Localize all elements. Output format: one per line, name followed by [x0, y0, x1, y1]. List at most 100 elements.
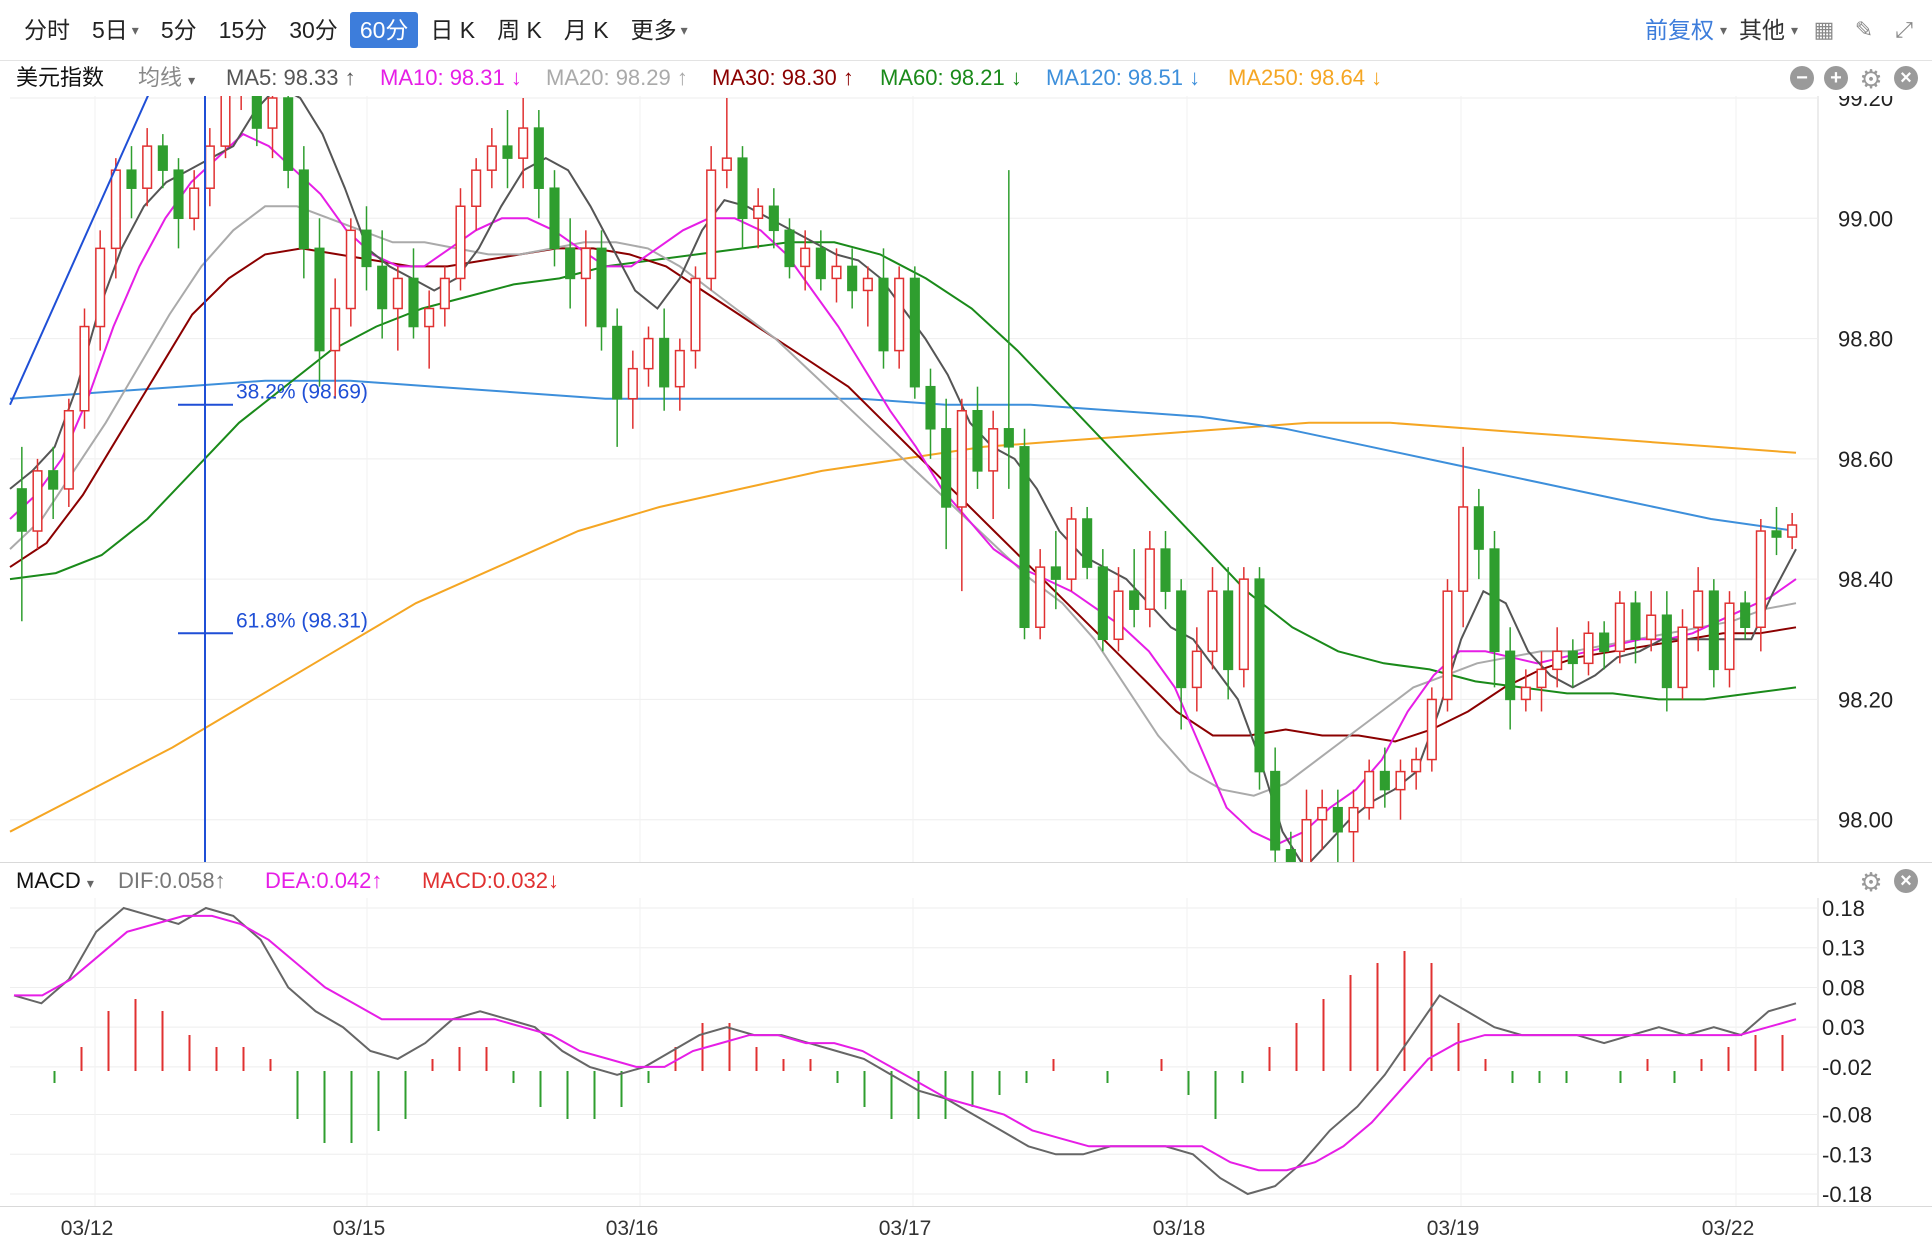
candle-body	[424, 307, 435, 328]
indicator-dropdown[interactable]: MACD ▾	[16, 863, 94, 901]
tab-label: 60分	[359, 17, 409, 43]
candle-body	[1411, 758, 1422, 773]
chevron-down-icon: ▾	[1790, 22, 1798, 38]
candle-body	[1583, 632, 1594, 665]
y-tick-label: 98.60	[1838, 447, 1893, 472]
chevron-down-icon: ▾	[86, 875, 94, 891]
candle-body	[988, 428, 999, 472]
candle-body	[1285, 849, 1296, 862]
candle-body	[596, 247, 607, 328]
candle-body	[1661, 614, 1672, 689]
candle-body	[862, 277, 873, 292]
macd-chart[interactable]: 0.18 0.13 0.08 0.03 -0.02 -0.08 -0.13 -0.18	[0, 898, 1932, 1206]
y-tick-label: -0.13	[1822, 1142, 1872, 1167]
trend-line	[9, 96, 149, 406]
candle-body	[1505, 650, 1516, 701]
candle-body	[1050, 566, 1061, 580]
x-axis: 03/12 03/15 03/16 03/17 03/18 03/19 03/22	[0, 1206, 1932, 1253]
candle-body	[1520, 686, 1531, 701]
candle-body	[1035, 566, 1046, 629]
tab-period[interactable]: 5分	[151, 12, 207, 48]
gear-icon[interactable]: ⚙	[1859, 867, 1883, 897]
tab-period[interactable]: 60分	[349, 12, 419, 48]
candlestick-chart[interactable]: 99.2099.0098.8098.6098.4098.2098.0097.80…	[0, 96, 1932, 862]
dif-value: DIF:0.058↑	[118, 868, 226, 893]
candle-body	[1066, 518, 1077, 580]
candle-body	[612, 325, 623, 400]
candle-body	[784, 229, 795, 268]
close-icon[interactable]: ×	[1894, 66, 1918, 90]
candle-body	[706, 169, 717, 280]
candle-body	[502, 145, 513, 159]
macd-legend-bar: MACD ▾ DIF:0.058↑ DEA:0.042↑ MACD:0.032↓…	[0, 862, 1932, 900]
tab-period[interactable]: 5日 ▾	[82, 12, 149, 48]
candle-body	[627, 367, 638, 400]
tab-label: 日 K	[430, 17, 476, 43]
macd-background	[0, 898, 1932, 1206]
ma-legend-item: MA250: 98.64 ↓	[1228, 65, 1383, 90]
candle-body	[909, 277, 920, 388]
candle-body	[549, 187, 560, 250]
candle-body	[1489, 548, 1500, 653]
y-tick-label: 99.20	[1838, 96, 1893, 111]
dif-line	[13, 906, 1797, 1196]
candle-body	[173, 169, 184, 220]
candle-body	[925, 385, 936, 430]
tab-period[interactable]: 更多 ▾	[621, 12, 698, 48]
chevron-down-icon: ▾	[680, 22, 688, 38]
candle-body	[753, 205, 764, 220]
candle-body	[1693, 590, 1704, 629]
chevron-down-icon: ▾	[131, 22, 139, 38]
candle-body	[674, 349, 685, 388]
y-tick-label: 98.80	[1838, 327, 1893, 352]
x-tick-label: 03/18	[1152, 1217, 1206, 1240]
tab-period[interactable]: 月 K	[554, 12, 619, 48]
ma-legend-item: MA10: 98.31 ↓	[380, 65, 522, 90]
fullscreen-icon[interactable]: ⤢	[1895, 17, 1913, 42]
other-dropdown[interactable]: 其他 ▾	[1739, 12, 1798, 48]
tab-period[interactable]: 15分	[209, 12, 278, 48]
y-tick-label: 0.08	[1822, 975, 1865, 1000]
y-tick-label: -0.02	[1822, 1055, 1872, 1080]
macd-value: MACD:0.032↓	[422, 868, 559, 893]
candle-body	[16, 488, 27, 532]
ma-type-dropdown[interactable]: 均线 ▾	[138, 60, 195, 98]
adjust-dropdown[interactable]: 前复权 ▾	[1645, 12, 1727, 48]
ma-legend-item: MA60: 98.21 ↓	[880, 65, 1022, 90]
tab-period[interactable]: 日 K	[420, 12, 485, 48]
main-pane-controls: − + ⚙ ×	[1790, 66, 1918, 92]
candle-body	[32, 470, 43, 532]
fib-level-label: 38.2% (98.69)	[236, 381, 368, 404]
tab-period[interactable]: 30分	[279, 12, 348, 48]
gear-icon[interactable]: ⚙	[1859, 64, 1883, 94]
ma30-line	[9, 247, 1797, 743]
draw-pen-icon[interactable]: ✎	[1854, 17, 1874, 42]
x-tick-label: 03/22	[1701, 1217, 1755, 1240]
candle-body	[1144, 548, 1155, 610]
ma-legend-item: MA20: 98.29 ↑	[546, 65, 688, 90]
candle-body	[1223, 590, 1234, 671]
candle-body	[1348, 806, 1359, 833]
close-icon[interactable]: ×	[1894, 869, 1918, 893]
y-tick-label: 98.00	[1838, 808, 1893, 833]
candle-body	[220, 96, 231, 147]
candle-body	[267, 97, 278, 129]
tab-label: 分时	[24, 17, 70, 43]
grid-icon[interactable]: ▦	[1813, 17, 1835, 42]
minus-icon[interactable]: −	[1790, 66, 1814, 90]
candle-body	[486, 145, 497, 171]
candle-body	[972, 409, 983, 472]
y-tick-label: 0.13	[1822, 936, 1865, 961]
candle-body	[878, 277, 889, 352]
tab-period[interactable]: 周 K	[487, 12, 552, 48]
plus-icon[interactable]: +	[1824, 66, 1848, 90]
candle-body	[471, 169, 482, 208]
candle-body	[1458, 506, 1469, 592]
y-tick-label: -0.18	[1822, 1182, 1872, 1206]
candle-body	[1567, 650, 1578, 665]
tab-period[interactable]: 分时	[14, 12, 80, 48]
candle-body	[1317, 806, 1328, 821]
ma120-line	[9, 379, 1797, 532]
y-tick-label: 98.20	[1838, 687, 1893, 712]
